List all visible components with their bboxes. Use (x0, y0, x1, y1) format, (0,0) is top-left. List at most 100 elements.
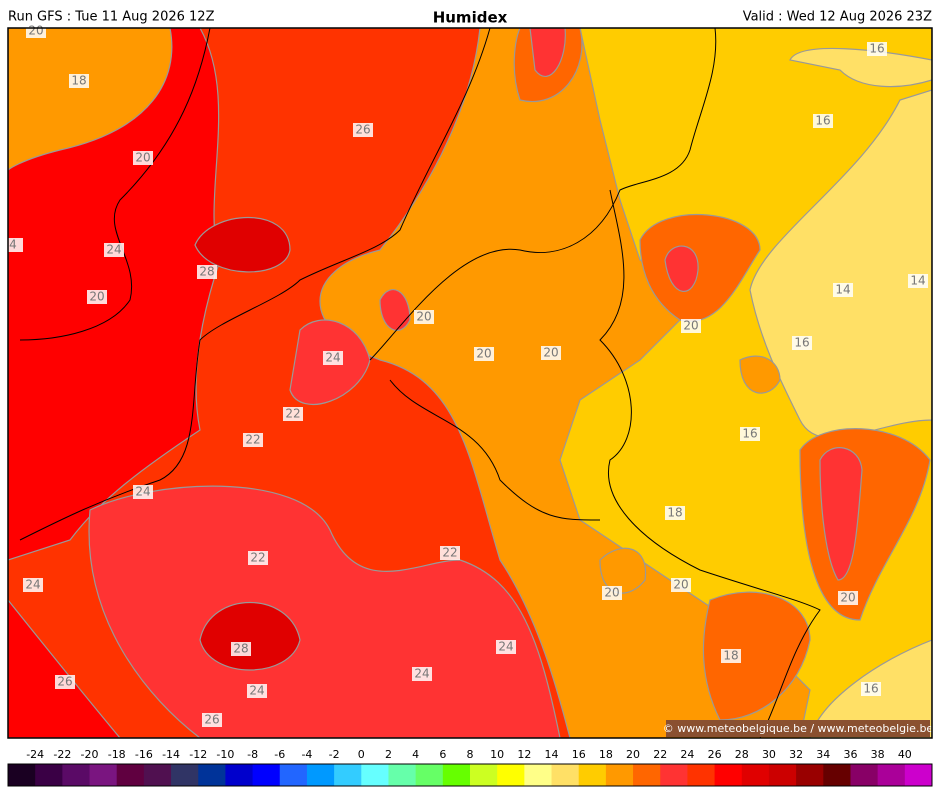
colorbar-tick-label: 30 (762, 748, 776, 761)
contour-label: 24 (498, 640, 513, 654)
contour-label-bg (87, 290, 107, 304)
map-frame (7, 27, 933, 739)
colorbar-swatch (116, 764, 145, 786)
colorbar-frame (7, 763, 933, 787)
contour-label: 24 (106, 243, 121, 257)
colorbar-swatch (8, 764, 36, 786)
colorbar-tick-label: -8 (247, 748, 258, 761)
colorbar-tick-label: 28 (735, 748, 749, 761)
colorbar-swatch (741, 764, 770, 786)
colorbar-tick-label: 10 (490, 748, 504, 761)
contour-label-bg (104, 243, 124, 257)
colorbar-swatch (551, 764, 580, 786)
colorbar-tick-label: 0 (358, 748, 365, 761)
colorbar-tick-label: 22 (653, 748, 667, 761)
colorbar-tick-label: 24 (680, 748, 694, 761)
colorbar-swatch (415, 764, 444, 786)
colorbar-tick-label: 6 (439, 748, 446, 761)
contour-label: 24 (325, 351, 340, 365)
contour-label: 14 (835, 283, 850, 297)
colorbar-swatch (279, 764, 308, 786)
contour-label-bg (665, 506, 685, 520)
colorbar-swatch (714, 764, 743, 786)
colorbar-swatch (198, 764, 226, 786)
contour-label: 20 (683, 319, 698, 333)
contour-label-bg (721, 649, 741, 663)
contour-label: 22 (442, 546, 457, 560)
contour-label: 4 (9, 238, 17, 252)
map-title: Humidex (433, 9, 508, 27)
contour-label: 18 (723, 649, 738, 663)
contour-label-bg (908, 274, 928, 288)
colorbar-tick-label: -4 (301, 748, 312, 761)
contour-label-bg (681, 319, 701, 333)
contour-label-bg (55, 675, 75, 689)
colorbar-tick-label: 26 (708, 748, 722, 761)
colorbar-swatch (687, 764, 716, 786)
colorbar-tick-label: -10 (216, 748, 234, 761)
contour-label: 16 (863, 682, 878, 696)
contour-label: 26 (204, 713, 219, 727)
colorbar-swatch (361, 764, 389, 786)
contour-label: 18 (667, 506, 682, 520)
contour-label: 28 (199, 265, 214, 279)
contour-label-bg (412, 667, 432, 681)
colorbar-tick-label: 2 (385, 748, 392, 761)
colorbar-tick-label: 36 (843, 748, 857, 761)
colorbar-tick-label: -6 (274, 748, 285, 761)
contour-label: 24 (135, 485, 150, 499)
colorbar-swatch (306, 764, 335, 786)
colorbar-swatch (35, 764, 63, 786)
colorbar-swatch (62, 764, 91, 786)
contour-label-bg (202, 713, 222, 727)
colorbar-swatch (225, 764, 254, 786)
contour-label: 18 (71, 74, 86, 88)
colorbar-swatch (442, 764, 471, 786)
contour-label-bg (323, 351, 343, 365)
colorbar-tick-label: -20 (81, 748, 99, 761)
colorbar-tick-label: 40 (898, 748, 912, 761)
colorbar-swatch (497, 764, 525, 786)
contour-label-bg (231, 642, 251, 656)
contour-label: 20 (28, 24, 43, 38)
contour-label: 20 (840, 591, 855, 605)
colorbar-swatch (89, 764, 118, 786)
contour-label: 26 (57, 675, 72, 689)
colorbar-tick-label: 12 (517, 748, 531, 761)
contour-label: 20 (604, 586, 619, 600)
colorbar-swatch (796, 764, 824, 786)
contour-label-bg (813, 114, 833, 128)
contour-label-bg (440, 546, 460, 560)
contour-label: 24 (25, 578, 40, 592)
contour-label-bg (353, 123, 373, 137)
contour-label: 16 (815, 114, 830, 128)
contour-label: 22 (250, 551, 265, 565)
contour-label-bg (243, 433, 263, 447)
colorbar-tick-label: -14 (162, 748, 180, 761)
colorbar-tick-label: -12 (189, 748, 207, 761)
colorbar-tick-label: -22 (53, 748, 71, 761)
contour-label-bg (283, 407, 303, 421)
contour-label-bg (867, 42, 887, 56)
contour-label-bg (133, 485, 153, 499)
colorbar-tick-label: -18 (108, 748, 126, 761)
colorbar-swatch (633, 764, 661, 786)
contour-label-bg (602, 586, 622, 600)
contour-label-bg (838, 591, 858, 605)
colorbar-swatch (143, 764, 172, 786)
colorbar-swatch (850, 764, 879, 786)
credit-bg (666, 720, 930, 737)
contour-label-bg (23, 578, 43, 592)
contour-label: 20 (476, 347, 491, 361)
contour-label: 22 (245, 433, 260, 447)
colorbar-swatch (605, 764, 634, 786)
contour-label: 22 (285, 407, 300, 421)
credit: © www.meteobelgique.be / www.meteobelgie… (663, 722, 934, 735)
colorbar-tick-label: 4 (412, 748, 419, 761)
contour-label: 16 (869, 42, 884, 56)
colorbar-tick-label: -16 (135, 748, 153, 761)
colorbar-tick-label: 18 (599, 748, 613, 761)
colorbar-swatch (171, 764, 199, 786)
colorbar-swatch (904, 764, 933, 786)
